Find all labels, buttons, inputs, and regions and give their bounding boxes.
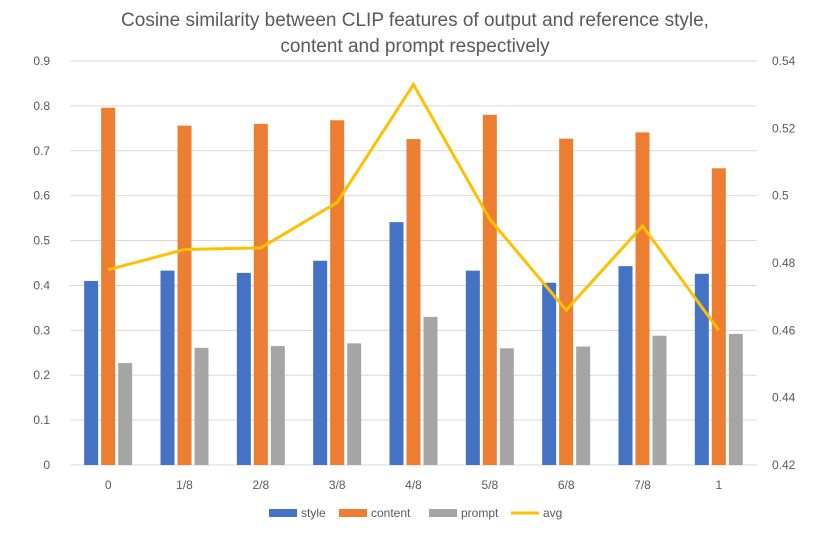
x-axis-tick-label: 7/8 [634, 478, 651, 492]
bar-style [84, 280, 99, 465]
left-axis-ticks: 0 0.1 0.2 0.3 0.4 0.5 0.6 0.7 0.8 0.9 [33, 54, 50, 472]
right-axis-tick-label: 0.54 [772, 54, 796, 68]
legend-swatch-content [339, 509, 367, 517]
x-axis-tick-label: 5/8 [481, 478, 498, 492]
bar-content [635, 132, 650, 465]
bar-style [542, 282, 557, 465]
bar-prompt [652, 335, 667, 465]
line-series-group [107, 81, 721, 332]
left-axis-tick-label: 0.9 [33, 54, 50, 68]
right-axis-tick-label: 0.42 [772, 458, 796, 472]
right-axis-tick-label: 0.46 [772, 323, 796, 337]
legend-label-avg: avg [543, 506, 562, 520]
left-axis-tick-label: 0.5 [33, 234, 50, 248]
left-axis-tick-label: 0 [43, 458, 50, 472]
bar-prompt [270, 346, 285, 465]
left-axis-tick-label: 0.4 [33, 278, 50, 292]
bar-prompt [423, 316, 438, 465]
x-axis-ticks: 0 1/8 2/8 3/8 4/8 5/8 6/8 7/8 1 [105, 478, 723, 492]
bar-style [694, 273, 709, 465]
right-axis-tick-label: 0.44 [772, 391, 796, 405]
bar-prompt [194, 347, 209, 465]
legend-label-prompt: prompt [461, 506, 499, 520]
left-axis-tick-label: 0.2 [33, 368, 50, 382]
right-axis-tick-label: 0.48 [772, 256, 796, 270]
left-axis-tick-label: 0.3 [33, 323, 50, 337]
right-axis-tick-label: 0.5 [772, 189, 789, 203]
bar-style [465, 270, 480, 465]
x-axis-tick-label: 4/8 [405, 478, 422, 492]
bar-style [618, 266, 633, 465]
legend-label-style: style [301, 506, 326, 520]
left-axis-tick-label: 0.6 [33, 189, 50, 203]
bar-content [406, 139, 421, 465]
bar-prompt [576, 346, 591, 465]
bar-content [330, 120, 345, 466]
legend-label-content: content [371, 506, 411, 520]
x-axis-tick-label: 3/8 [329, 478, 346, 492]
chart-title-line-1: Cosine similarity between CLIP features … [121, 10, 709, 31]
bar-content [253, 123, 268, 465]
x-axis-tick-label: 1/8 [176, 478, 193, 492]
bar-style [313, 260, 328, 465]
chart-title-line-2: content and prompt respectively [280, 36, 550, 57]
bar-content [101, 107, 116, 465]
legend-swatch-prompt [429, 509, 457, 517]
bar-prompt [499, 348, 514, 465]
left-axis-tick-label: 0.8 [33, 99, 50, 113]
bar-style [160, 270, 175, 465]
legend-swatch-style [269, 509, 297, 517]
left-axis-tick-label: 0.7 [33, 144, 50, 158]
bar-style [389, 222, 404, 465]
x-axis-tick-label: 1 [715, 478, 722, 492]
left-axis-tick-label: 0.1 [33, 413, 50, 427]
bar-series-group [84, 107, 743, 466]
bar-content [711, 168, 726, 466]
line-avg [107, 81, 721, 332]
bar-content [559, 138, 574, 465]
bar-prompt [347, 343, 362, 465]
bar-prompt [118, 363, 133, 465]
right-axis-tick-label: 0.52 [772, 121, 796, 135]
legend: style content prompt avg [269, 506, 562, 520]
x-axis-tick-label: 2/8 [252, 478, 269, 492]
bar-content [482, 114, 497, 465]
x-axis-tick-label: 0 [105, 478, 112, 492]
bar-prompt [728, 333, 743, 465]
right-axis-ticks: 0.42 0.44 0.46 0.48 0.5 0.52 0.54 [772, 54, 796, 472]
x-axis-tick-label: 6/8 [558, 478, 575, 492]
bar-style [236, 272, 251, 465]
bar-content [177, 125, 192, 465]
